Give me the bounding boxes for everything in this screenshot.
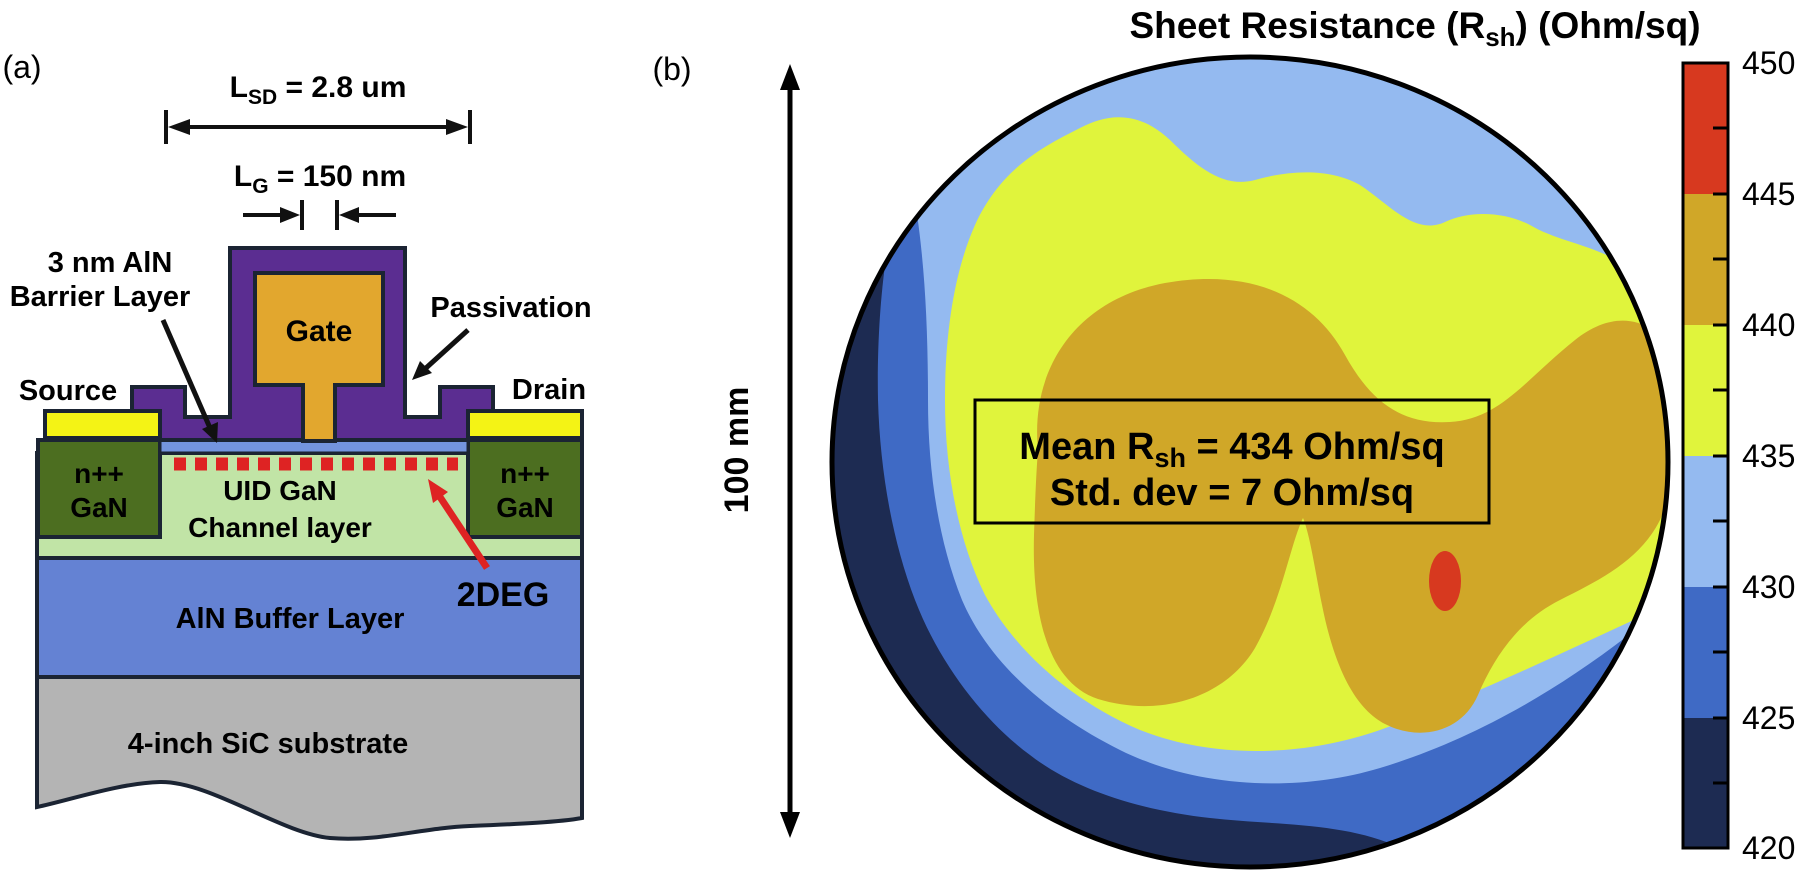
npp-left-label-line1: n++ — [74, 458, 124, 489]
npp-left-label-line2: GaN — [70, 492, 128, 523]
contour-hotspot-445-450 — [1429, 551, 1461, 611]
channel-label-line1: UID GaN — [223, 475, 337, 506]
buffer-label: AlN Buffer Layer — [176, 603, 405, 635]
colorbar: 450 445 440 435 430 425 420 — [1681, 45, 1795, 866]
colorbar-tick-label: 450 — [1742, 45, 1795, 81]
colorbar-tick-labels: 450 445 440 435 430 425 420 — [1742, 45, 1795, 866]
contour-band-430-435 — [832, 57, 1638, 867]
colorbar-tick-label: 420 — [1742, 830, 1795, 866]
lsd-dimension-arrow — [164, 110, 472, 144]
barrier-callout-arrow — [160, 319, 218, 443]
panel-a-tag: (a) — [2, 49, 41, 85]
drain-contact-cap — [466, 409, 584, 440]
sic-substrate-layer — [35, 675, 584, 841]
colorbar-tick-label: 430 — [1742, 569, 1795, 605]
source-contact-cap — [43, 409, 162, 440]
2deg-label: 2DEG — [457, 576, 550, 614]
panel-a-device-schematic: (a) LSD = 2.8 um LG = 150 — [2, 49, 592, 841]
lg-dimension-label: LG = 150 nm — [234, 160, 406, 198]
npp-gan-block-left — [36, 438, 162, 539]
npp-right-label-line2: GaN — [496, 492, 554, 523]
drain-label: Drain — [512, 374, 586, 406]
2deg-callout-arrow — [428, 479, 490, 570]
stats-annotation-box — [973, 398, 1491, 525]
t-gate-metal — [253, 271, 385, 443]
lsd-dimension-label: LSD = 2.8 um — [230, 71, 407, 109]
lg-dimension-arrows — [243, 200, 396, 230]
channel-label-line2: Channel layer — [188, 512, 372, 543]
colorbar-tick-label: 440 — [1742, 307, 1795, 343]
barrier-label-line2: Barrier Layer — [10, 281, 191, 313]
npp-gan-block-right — [466, 438, 584, 539]
barrier-label-line1: 3 nm AlN — [48, 247, 173, 279]
stats-mean-line: Mean Rsh = 434 Ohm/sq — [1019, 426, 1444, 473]
stats-stddev-line: Std. dev = 7 Ohm/sq — [1050, 472, 1414, 514]
colorbar-tick-label: 445 — [1742, 176, 1795, 212]
wafer-diameter-label: 100 mm — [718, 387, 756, 514]
wafer-outline — [829, 54, 1671, 870]
substrate-label: 4-inch SiC substrate — [128, 728, 408, 760]
wafer-diameter-arrow — [780, 64, 800, 838]
colorbar-tick-label: 435 — [1742, 438, 1795, 474]
gate-label: Gate — [286, 315, 353, 348]
source-label: Source — [19, 375, 117, 407]
contour-band-425-430 — [832, 214, 1630, 867]
npp-right-label-line1: n++ — [500, 458, 550, 489]
wafer-contour-fills — [832, 57, 1668, 867]
wafer-map-title: Sheet Resistance (Rsh) (Ohm/sq) — [1129, 5, 1700, 52]
colorbar-ticks — [1713, 126, 1728, 785]
passivation-label: Passivation — [430, 292, 591, 324]
aln-buffer-layer — [35, 556, 584, 679]
colorbar-tick-label: 425 — [1742, 700, 1795, 736]
passivation-callout-arrow — [412, 328, 470, 380]
contour-band-440-445 — [1033, 279, 1668, 733]
panel-b-tag: (b) — [652, 51, 691, 87]
contour-band-420-425 — [832, 258, 1394, 867]
panel-b-wafer-map: (b) Sheet Resistance (Rsh) (Ohm/sq) 100 … — [652, 5, 1795, 870]
